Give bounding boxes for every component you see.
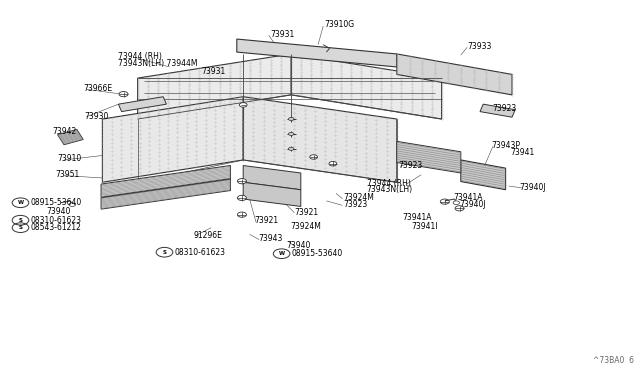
Text: 73921: 73921	[255, 216, 279, 225]
Text: 91296E: 91296E	[193, 231, 222, 240]
Circle shape	[289, 118, 294, 121]
Text: 73944 (RH): 73944 (RH)	[118, 52, 163, 61]
Polygon shape	[101, 166, 230, 197]
Text: 73924M: 73924M	[290, 222, 321, 231]
Polygon shape	[461, 160, 506, 190]
Text: 73940J: 73940J	[460, 200, 486, 209]
Text: 73951: 73951	[55, 170, 79, 179]
Circle shape	[69, 203, 76, 206]
Polygon shape	[102, 97, 243, 182]
Text: W: W	[278, 251, 285, 256]
Text: 73923: 73923	[399, 161, 423, 170]
Polygon shape	[243, 97, 397, 182]
Text: 73941: 73941	[511, 148, 535, 157]
Text: S: S	[163, 250, 166, 255]
Text: 08310-61623: 08310-61623	[31, 216, 82, 225]
Text: 73940J: 73940J	[520, 183, 547, 192]
Text: 08310-61623: 08310-61623	[174, 248, 225, 257]
Text: S: S	[19, 218, 22, 223]
Polygon shape	[138, 54, 291, 119]
Circle shape	[119, 92, 128, 97]
Text: 08543-61212: 08543-61212	[31, 223, 81, 232]
Polygon shape	[237, 39, 397, 67]
Text: 73931: 73931	[202, 67, 226, 76]
Circle shape	[237, 212, 246, 217]
Text: 73966E: 73966E	[83, 84, 113, 93]
Circle shape	[289, 147, 294, 150]
Text: 73944 (RH): 73944 (RH)	[367, 179, 411, 188]
Text: ^73BA0  6: ^73BA0 6	[593, 356, 634, 365]
Circle shape	[329, 161, 337, 166]
Text: 73923: 73923	[343, 200, 367, 209]
Polygon shape	[397, 54, 512, 95]
Polygon shape	[397, 141, 461, 173]
Circle shape	[237, 195, 246, 201]
Text: 73943P: 73943P	[492, 141, 520, 150]
Text: 73931: 73931	[270, 31, 294, 39]
Text: 73941A: 73941A	[402, 213, 431, 222]
Text: 73943: 73943	[258, 234, 282, 243]
Polygon shape	[243, 166, 301, 190]
Text: 73933: 73933	[467, 42, 492, 51]
Polygon shape	[243, 182, 301, 206]
Text: 73943N(LH) 73944M: 73943N(LH) 73944M	[118, 59, 198, 68]
Polygon shape	[118, 97, 166, 112]
Text: 73924M: 73924M	[343, 193, 374, 202]
Text: W: W	[17, 200, 24, 205]
Polygon shape	[101, 179, 230, 209]
Text: 08915-53640: 08915-53640	[31, 198, 82, 207]
Circle shape	[453, 201, 460, 205]
Text: 73910: 73910	[58, 154, 82, 163]
Polygon shape	[291, 54, 442, 119]
Text: 73923: 73923	[493, 104, 517, 113]
Text: 73930: 73930	[84, 112, 109, 121]
Text: 08915-53640: 08915-53640	[291, 249, 342, 258]
Circle shape	[440, 199, 449, 204]
Text: 73910G: 73910G	[324, 20, 354, 29]
Circle shape	[289, 132, 294, 135]
Text: 73941I: 73941I	[411, 222, 437, 231]
Text: 73940: 73940	[286, 241, 310, 250]
Polygon shape	[58, 129, 83, 145]
Circle shape	[239, 103, 247, 107]
Text: 73942: 73942	[52, 127, 77, 136]
Circle shape	[237, 179, 246, 184]
Circle shape	[455, 206, 464, 211]
Text: 73943N(LH): 73943N(LH)	[367, 185, 413, 194]
Text: 73941A: 73941A	[453, 193, 483, 202]
Text: 73921: 73921	[294, 208, 319, 217]
Circle shape	[310, 155, 317, 159]
Polygon shape	[480, 104, 515, 117]
Text: 73940: 73940	[46, 207, 70, 216]
Text: S: S	[19, 225, 22, 230]
